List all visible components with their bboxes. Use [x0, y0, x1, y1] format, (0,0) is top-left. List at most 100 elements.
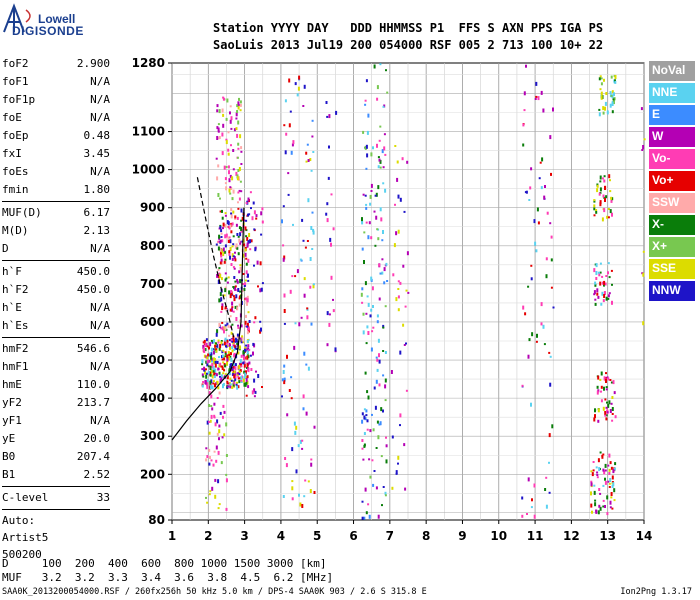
echo-point — [206, 363, 209, 367]
echo-point — [246, 236, 249, 241]
echo-point — [332, 298, 334, 301]
footer-info: SAA0K_2013200054000.RSF / 260fx256h 50 k… — [2, 587, 427, 597]
echo-point — [232, 335, 235, 340]
echo-point — [247, 368, 250, 373]
echo-point — [311, 211, 314, 214]
echo-point — [380, 455, 383, 458]
echo-point — [521, 384, 524, 387]
echo-point — [246, 355, 249, 360]
param-key: yF2 — [2, 396, 22, 409]
echo-point — [598, 192, 601, 196]
echo-point — [236, 279, 239, 282]
echo-point — [397, 295, 400, 299]
echo-point — [216, 136, 219, 140]
echo-point — [602, 106, 605, 111]
echo-point — [533, 483, 536, 488]
echo-point — [259, 320, 262, 323]
echo-point — [236, 216, 239, 220]
param-row-hes: h`Es N/A — [2, 317, 110, 335]
param-row-mufd: MUF(D) 6.17 — [2, 204, 110, 222]
echo-point — [245, 377, 248, 382]
echo-point — [228, 334, 231, 337]
echo-point — [614, 415, 617, 419]
echo-point — [602, 499, 605, 502]
echo-point — [231, 176, 234, 181]
logo-line1: Lowell — [38, 12, 76, 26]
echo-point — [332, 227, 335, 231]
echo-point — [303, 293, 306, 298]
echo-point — [239, 103, 242, 107]
echo-point — [378, 359, 381, 364]
echo-point — [382, 230, 384, 234]
echo-point — [230, 352, 232, 356]
echo-point — [601, 275, 604, 278]
echo-point — [227, 152, 230, 156]
x-tick-label: 11 — [527, 529, 544, 543]
echo-point — [205, 360, 208, 364]
echo-point — [246, 350, 249, 355]
param-value: N/A — [90, 414, 110, 427]
echo-point — [228, 250, 231, 254]
echo-point — [218, 109, 221, 114]
echo-point — [220, 374, 223, 379]
x-tick-label: 1 — [168, 529, 176, 543]
echo-point — [283, 377, 286, 382]
echo-point — [209, 419, 212, 423]
echo-point — [283, 293, 286, 298]
echo-point — [237, 377, 240, 380]
echo-point — [214, 344, 217, 348]
echo-point — [370, 236, 373, 240]
param-separator — [2, 337, 110, 338]
echo-point — [229, 385, 232, 389]
echo-point — [590, 482, 593, 487]
echo-point — [307, 480, 310, 483]
echo-point — [602, 484, 605, 487]
echo-point — [208, 391, 211, 396]
echo-point — [235, 294, 238, 299]
echo-point — [609, 379, 612, 381]
echo-point — [603, 208, 606, 213]
echo-point — [397, 280, 400, 283]
echo-point — [218, 234, 221, 239]
echo-point — [527, 285, 530, 288]
echo-point — [599, 378, 602, 381]
echo-point — [233, 370, 236, 374]
echo-point — [282, 495, 285, 498]
echo-point — [232, 168, 235, 171]
echo-point — [223, 165, 226, 170]
echo-point — [223, 294, 226, 297]
param-key: foF2 — [2, 57, 29, 70]
echo-point — [538, 177, 541, 180]
echo-point — [217, 130, 220, 133]
echo-point — [231, 385, 234, 389]
echo-point — [293, 345, 296, 350]
echo-point — [221, 108, 224, 113]
param-row-he: h`E N/A — [2, 299, 110, 317]
echo-point — [221, 248, 224, 253]
echo-point — [201, 368, 204, 371]
echo-point — [217, 479, 220, 484]
echo-point — [397, 308, 400, 312]
echo-point — [237, 103, 240, 106]
echo-point — [213, 450, 216, 453]
echo-point — [224, 352, 227, 355]
echo-point — [612, 469, 615, 474]
echo-point — [310, 458, 313, 461]
y-tick-label: 700 — [140, 277, 165, 291]
echo-point — [221, 306, 224, 311]
echo-point — [222, 96, 225, 99]
echo-point — [223, 250, 226, 254]
param-value: 1.80 — [83, 183, 111, 196]
echo-point — [549, 135, 552, 140]
echo-point — [206, 345, 209, 348]
echo-point — [215, 382, 218, 386]
echo-point — [214, 368, 217, 373]
echo-point — [234, 280, 237, 283]
echo-point — [294, 82, 297, 86]
echo-point — [613, 100, 615, 105]
echo-point — [296, 93, 299, 97]
echo-point — [542, 108, 545, 113]
echo-point — [606, 401, 608, 404]
echo-point — [361, 301, 364, 304]
echo-point — [217, 246, 220, 251]
